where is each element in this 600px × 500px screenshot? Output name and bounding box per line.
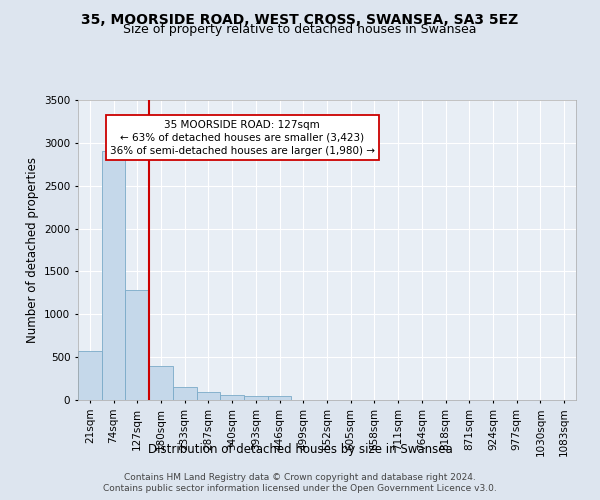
Text: Contains public sector information licensed under the Open Government Licence v3: Contains public sector information licen… [103, 484, 497, 493]
Bar [220, 396, 244, 400]
Bar [78, 351, 102, 400]
Bar [102, 152, 125, 400]
Text: Size of property relative to detached houses in Swansea: Size of property relative to detached ho… [123, 22, 477, 36]
Y-axis label: Number of detached properties: Number of detached properties [26, 157, 38, 343]
Text: 35, MOORSIDE ROAD, WEST CROSS, SWANSEA, SA3 5EZ: 35, MOORSIDE ROAD, WEST CROSS, SWANSEA, … [82, 12, 518, 26]
Text: Distribution of detached houses by size in Swansea: Distribution of detached houses by size … [148, 442, 452, 456]
Bar [149, 366, 173, 400]
Bar [244, 396, 268, 400]
Bar [173, 386, 197, 400]
Bar [197, 392, 220, 400]
Bar [125, 290, 149, 400]
Bar [268, 396, 292, 400]
Text: Contains HM Land Registry data © Crown copyright and database right 2024.: Contains HM Land Registry data © Crown c… [124, 472, 476, 482]
Text: 35 MOORSIDE ROAD: 127sqm
← 63% of detached houses are smaller (3,423)
36% of sem: 35 MOORSIDE ROAD: 127sqm ← 63% of detach… [110, 120, 375, 156]
